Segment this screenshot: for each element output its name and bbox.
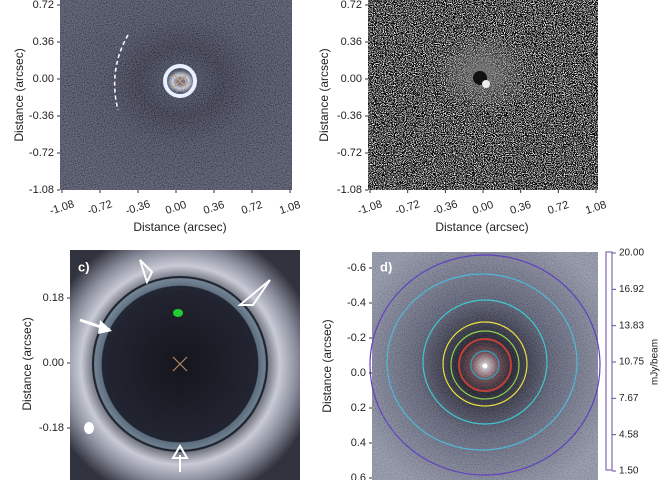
- panel-b-image: [368, 0, 598, 190]
- colorbar-tick-label: 13.83: [619, 320, 644, 331]
- x-tick-label: 0.72: [546, 199, 570, 217]
- x-tick-label: 1.08: [278, 199, 302, 217]
- y-tick-label: -0.36: [29, 110, 54, 122]
- y-tick-label: 0.72: [33, 0, 54, 11]
- y-axis-label: Distance (arcsec): [317, 48, 331, 141]
- x-tick-label: -0.36: [124, 198, 152, 217]
- y-tick-label: -0.18: [39, 422, 64, 434]
- y-tick-label: 0.18: [43, 292, 64, 304]
- x-tick-label: -0.72: [394, 198, 422, 217]
- y-tick-label: -0.2: [347, 332, 366, 344]
- y-axis-label: Distance (arcsec): [12, 48, 26, 141]
- y-tick-label: -0.6: [347, 262, 366, 274]
- x-axis-label: Distance (arcsec): [133, 220, 226, 234]
- colorbar-tick-label: 20.00: [619, 248, 644, 259]
- y-tick-label: 0.2: [351, 402, 366, 414]
- y-tick-label: 0.00: [43, 357, 64, 369]
- colorbar-label: mJy/beam: [650, 339, 661, 385]
- x-tick-label: -1.08: [48, 198, 76, 217]
- y-tick-label: 0.00: [341, 73, 362, 85]
- colorbar-tick-label: 16.92: [619, 284, 644, 295]
- colorbar-tick-label: 1.50: [619, 466, 639, 477]
- y-tick-label: 0.36: [341, 36, 362, 48]
- y-axis-label: Distance (arcsec): [320, 319, 334, 412]
- colorbar-tick-label: 7.67: [619, 393, 639, 404]
- x-tick-label: -0.72: [86, 198, 114, 217]
- y-axis-label: Distance (arcsec): [20, 317, 34, 410]
- y-tick-label: -1.08: [337, 184, 362, 196]
- y-tick-label: 0.0: [351, 367, 366, 379]
- y-tick-label: -1.08: [29, 184, 54, 196]
- x-tick-label: 0.00: [164, 199, 188, 217]
- y-tick-label: -0.36: [337, 110, 362, 122]
- panel-label: c): [78, 259, 90, 274]
- x-tick-label: 0.00: [471, 199, 495, 217]
- x-tick-label: 0.36: [202, 199, 226, 217]
- x-tick-label: 1.08: [584, 199, 608, 217]
- y-tick-label: -0.4: [347, 297, 366, 309]
- x-tick-label: 0.36: [509, 199, 533, 217]
- y-tick-label: 0.72: [341, 0, 362, 11]
- colorbar-tick-label: 4.58: [619, 429, 639, 440]
- x-axis-label: Distance (arcsec): [435, 220, 528, 234]
- y-tick-label: -0.72: [29, 147, 54, 159]
- y-tick-label: 0.36: [33, 36, 54, 48]
- colorbar-tick-label: 10.75: [619, 357, 644, 368]
- panel-label: d): [380, 259, 392, 274]
- x-tick-label: 0.72: [240, 199, 264, 217]
- y-tick-label: -0.72: [337, 147, 362, 159]
- y-tick-label: 0.4: [351, 437, 366, 449]
- colorbar: [605, 251, 613, 471]
- x-tick-label: -0.36: [432, 198, 460, 217]
- y-tick-label: 0.6: [351, 472, 366, 480]
- y-tick-label: 0.00: [33, 73, 54, 85]
- x-tick-label: -1.08: [356, 198, 384, 217]
- panel-c-image: [70, 250, 300, 480]
- panel-d-image: [369, 252, 601, 480]
- panel-a-image: [60, 0, 292, 190]
